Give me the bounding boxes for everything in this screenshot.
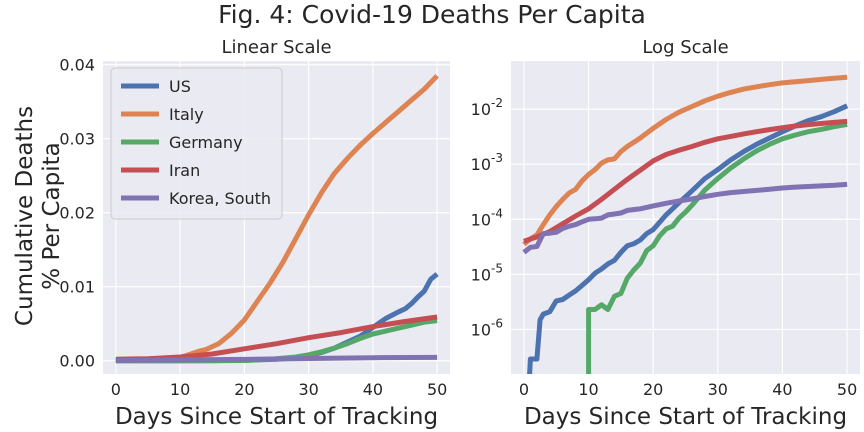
x-tick-label: 40 bbox=[363, 380, 383, 399]
x-tick-label: 30 bbox=[708, 380, 728, 399]
x-axis-label: Days Since Start of Tracking bbox=[115, 404, 438, 430]
y-axis-label: Cumulative Deaths% Per Capita bbox=[12, 106, 65, 326]
y-tick-label: 0.02 bbox=[59, 204, 95, 223]
log-scale-panel: 0 10 20 30 40 50 10-6 10-5 10-4 10-3 10-2 Log Scale… bbox=[471, 37, 860, 430]
y-tick-label: 10-4 bbox=[471, 206, 503, 229]
series-line-germany bbox=[586, 121, 848, 374]
series-line-italy bbox=[522, 74, 848, 247]
series-layer bbox=[522, 74, 849, 374]
legend-label: Germany bbox=[169, 133, 243, 152]
y-tick-label: 0.00 bbox=[59, 352, 95, 371]
x-tick-label: 50 bbox=[837, 380, 857, 399]
y-tick-label: 10-5 bbox=[471, 261, 503, 284]
y-tick-label: 0.04 bbox=[59, 56, 95, 75]
x-tick-label: 10 bbox=[170, 380, 190, 399]
x-tick-label: 20 bbox=[234, 380, 254, 399]
x-tick-label: 0 bbox=[519, 380, 529, 399]
y-tick-label: 10-6 bbox=[471, 316, 503, 339]
legend: US Italy Germany Iran Korea, South bbox=[110, 67, 283, 220]
y-tick-label: 10-3 bbox=[471, 151, 503, 174]
series-line-korea-south bbox=[115, 354, 438, 363]
legend-label: Italy bbox=[169, 105, 204, 124]
panel-title: Log Scale bbox=[642, 37, 728, 58]
y-tick-label: 0.01 bbox=[59, 278, 95, 297]
legend-label: Iran bbox=[169, 161, 200, 180]
series-line-korea-south bbox=[522, 181, 848, 255]
figure-title: Fig. 4: Covid-19 Deaths Per Capita bbox=[218, 0, 646, 29]
y-tick-label: 10-2 bbox=[471, 96, 503, 119]
x-tick-label: 50 bbox=[427, 380, 447, 399]
x-tick-label: 0 bbox=[111, 380, 121, 399]
legend-label: US bbox=[169, 77, 191, 96]
series-layer bbox=[115, 74, 439, 364]
series-line-iran bbox=[523, 118, 848, 244]
series-line-us bbox=[527, 103, 849, 374]
linear-scale-panel: 0 10 20 30 40 50 0.00 0.01 0.02 0.03 0.04 Linear Sc… bbox=[12, 37, 450, 430]
legend-box bbox=[110, 67, 283, 220]
x-tick-label: 30 bbox=[298, 380, 318, 399]
y-tick-label: 0.03 bbox=[59, 130, 95, 149]
panel-title: Linear Scale bbox=[221, 37, 331, 58]
x-tick-label: 20 bbox=[643, 380, 663, 399]
x-tick-label: 40 bbox=[772, 380, 792, 399]
legend-label: Korea, South bbox=[169, 189, 271, 208]
x-tick-label: 10 bbox=[578, 380, 598, 399]
x-axis-label: Days Since Start of Tracking bbox=[524, 404, 847, 430]
